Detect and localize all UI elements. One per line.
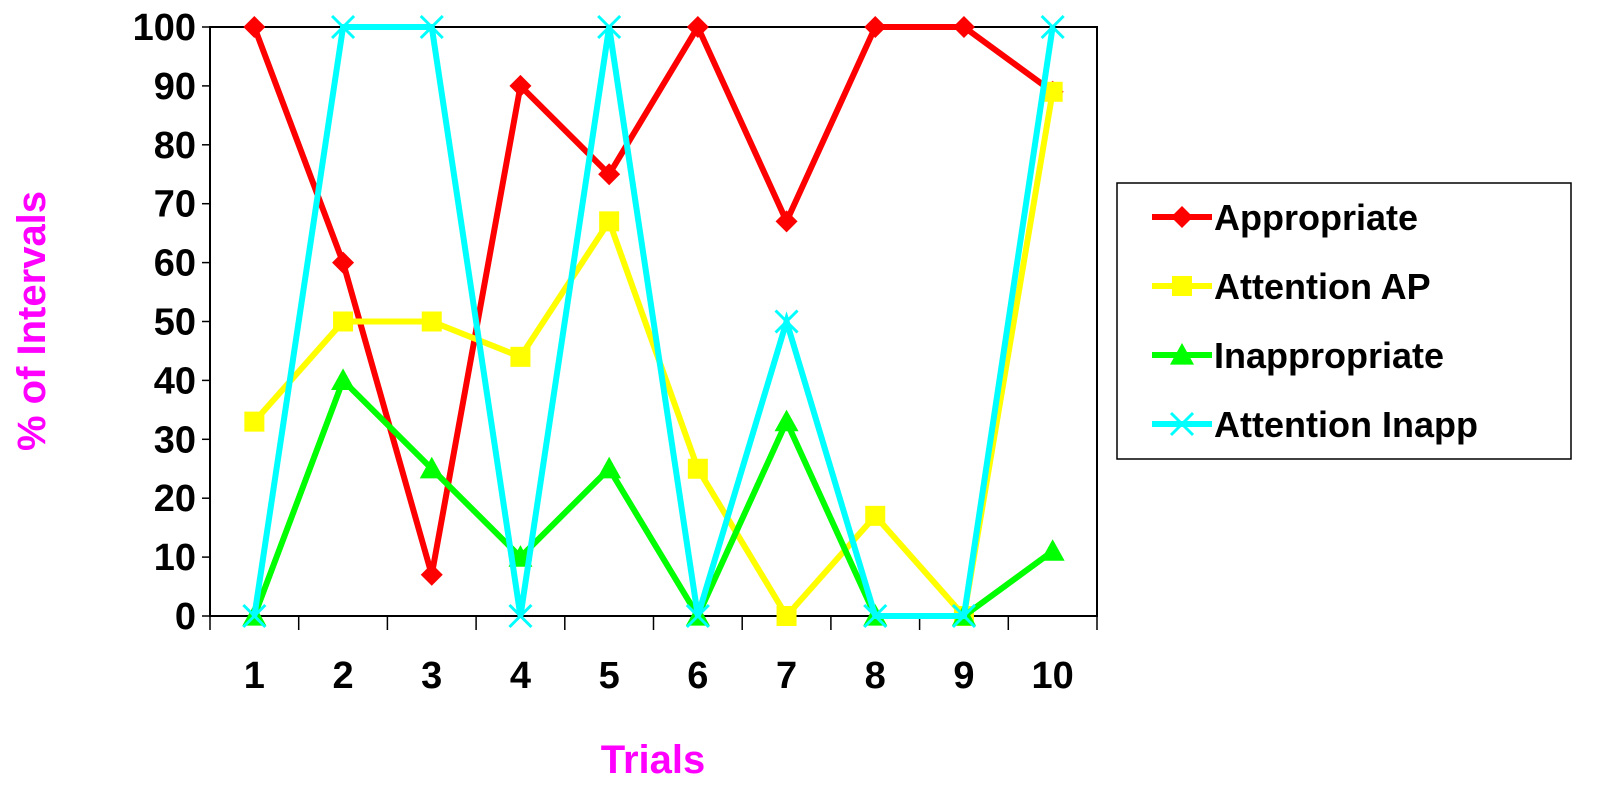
legend-item: Attention Inapp — [1152, 404, 1478, 445]
x-marker-stroke — [330, 14, 356, 40]
x-tick-label: 10 — [1032, 655, 1074, 697]
x-tick-label: 5 — [599, 655, 620, 697]
legend-marker — [1171, 206, 1193, 228]
x-tick-label: 3 — [421, 655, 442, 697]
series-appropriate — [243, 16, 1064, 586]
data-point — [1040, 539, 1065, 561]
legend-item: Attention AP — [1152, 266, 1431, 307]
data-point — [419, 14, 444, 40]
legend-label: Attention Inapp — [1214, 404, 1478, 445]
x-tick-label: 6 — [687, 655, 708, 697]
x-tick-label: 4 — [510, 655, 531, 697]
x-marker-stroke — [685, 603, 710, 629]
x-axis-ticks: 1 2 3 4 5 6 7 8 9 10 — [209, 616, 1098, 697]
x-marker-stroke — [774, 309, 799, 334]
data-point — [421, 311, 442, 332]
data-point — [510, 346, 531, 367]
x-marker-stroke — [1169, 411, 1195, 437]
data-point — [685, 603, 710, 629]
legend-label: Inappropriate — [1214, 335, 1444, 376]
series-attention-inapp — [242, 14, 1065, 629]
data-point — [951, 603, 977, 629]
data-point — [243, 16, 266, 38]
data-point — [333, 311, 354, 332]
data-point — [1040, 14, 1065, 40]
data-point — [420, 563, 443, 586]
y-tick-label: 40 — [154, 360, 196, 402]
x-marker-stroke — [508, 603, 533, 629]
y-tick-label: 100 — [133, 7, 196, 49]
y-tick-label: 0 — [175, 596, 196, 638]
data-point — [687, 458, 708, 479]
legend-label: Attention AP — [1214, 266, 1431, 307]
data-point — [863, 603, 888, 629]
data-point — [864, 16, 887, 38]
x-marker-stroke — [1040, 14, 1065, 40]
x-marker-stroke — [951, 603, 977, 629]
data-point — [508, 603, 533, 629]
data-point — [774, 309, 799, 334]
y-tick-label: 90 — [154, 66, 196, 108]
legend-marker — [1170, 343, 1194, 365]
data-point — [330, 14, 356, 40]
legend-marker — [1172, 276, 1192, 296]
x-tick-label: 8 — [865, 655, 886, 697]
y-axis-ticks: 0 10 20 30 40 50 60 70 80 90 100 — [133, 7, 210, 638]
series-attention-ap — [244, 81, 1063, 626]
data-point — [332, 251, 355, 274]
legend-marker — [1169, 411, 1195, 437]
y-axis-title: % of Intervals — [10, 191, 54, 451]
data-point — [774, 409, 799, 432]
legend-label: Appropriate — [1214, 197, 1418, 238]
data-point — [244, 411, 265, 432]
data-point — [1042, 81, 1063, 102]
data-point — [775, 210, 798, 233]
legend: Appropriate Attention AP Inappropriate Atte… — [1116, 182, 1572, 460]
x-marker-stroke — [863, 603, 888, 629]
x-tick-label: 1 — [244, 655, 265, 697]
y-tick-label: 30 — [154, 419, 196, 461]
data-point — [509, 74, 532, 97]
data-point — [597, 456, 622, 479]
series-line — [252, 91, 1056, 623]
x-axis-title: Trials — [601, 738, 706, 782]
y-tick-label: 60 — [154, 243, 196, 285]
data-point — [865, 505, 886, 526]
y-tick-label: 70 — [154, 184, 196, 226]
data-point — [776, 606, 797, 626]
data-point — [242, 603, 267, 629]
data-point — [952, 16, 975, 38]
x-tick-label: 9 — [953, 655, 974, 697]
x-marker-stroke — [597, 14, 622, 40]
data-point — [419, 456, 444, 479]
x-tick-label: 2 — [332, 655, 353, 697]
x-marker-stroke — [242, 603, 267, 629]
data-point — [686, 16, 709, 38]
x-tick-label: 7 — [776, 655, 797, 697]
y-tick-label: 50 — [154, 302, 196, 344]
data-point — [597, 14, 622, 40]
legend-item: Appropriate — [1152, 197, 1418, 238]
x-marker-stroke — [419, 14, 444, 40]
data-point — [599, 211, 620, 232]
y-tick-label: 20 — [154, 478, 196, 520]
series-line — [251, 20, 1055, 576]
data-point — [598, 163, 621, 186]
y-tick-label: 10 — [154, 537, 196, 579]
series-line — [251, 24, 1056, 619]
legend-item: Inappropriate — [1152, 335, 1444, 376]
series-layer — [242, 14, 1065, 629]
y-tick-label: 80 — [154, 125, 196, 167]
data-point — [331, 368, 356, 390]
